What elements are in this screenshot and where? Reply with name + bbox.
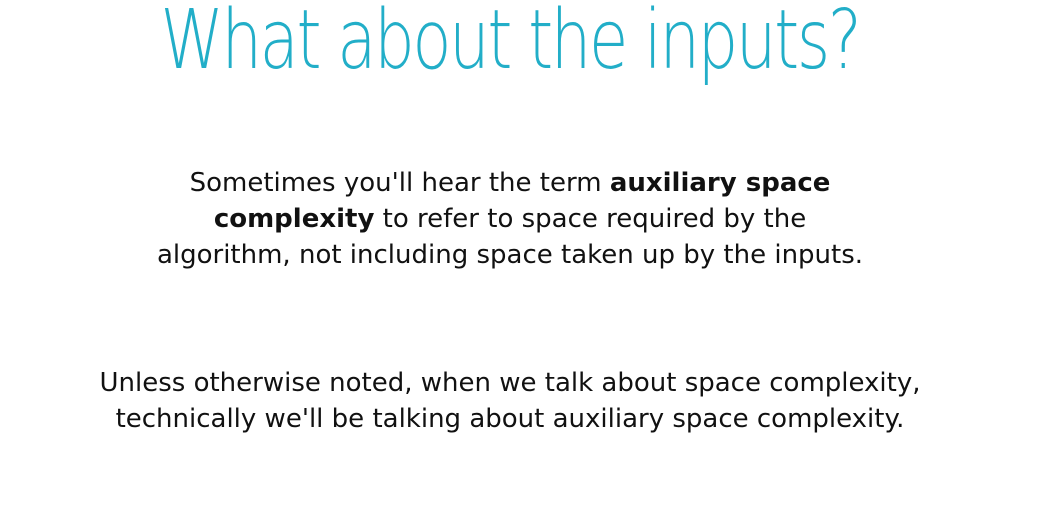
note-line-1: Unless otherwise noted, when we talk abo…	[99, 368, 921, 398]
term-auxiliary-space: auxiliary space	[609, 168, 831, 198]
definition-paragraph: Sometimes you'll hear the term auxiliary…	[60, 165, 960, 273]
definition-line-2-text: to refer to space required by the	[374, 204, 807, 234]
definition-line-3: algorithm, not including space taken up …	[156, 240, 864, 270]
definition-line-1-text: Sometimes you'll hear the term	[189, 168, 610, 198]
note-paragraph: Unless otherwise noted, when we talk abo…	[10, 365, 1010, 437]
slide-title: What about the inputs?	[160, 0, 862, 88]
definition-line-2: complexity to refer to space required by…	[60, 201, 960, 237]
term-complexity: complexity	[213, 204, 375, 234]
note-line-2: technically we'll be talking about auxil…	[115, 404, 905, 434]
definition-line-1: Sometimes you'll hear the term auxiliary…	[60, 165, 960, 201]
